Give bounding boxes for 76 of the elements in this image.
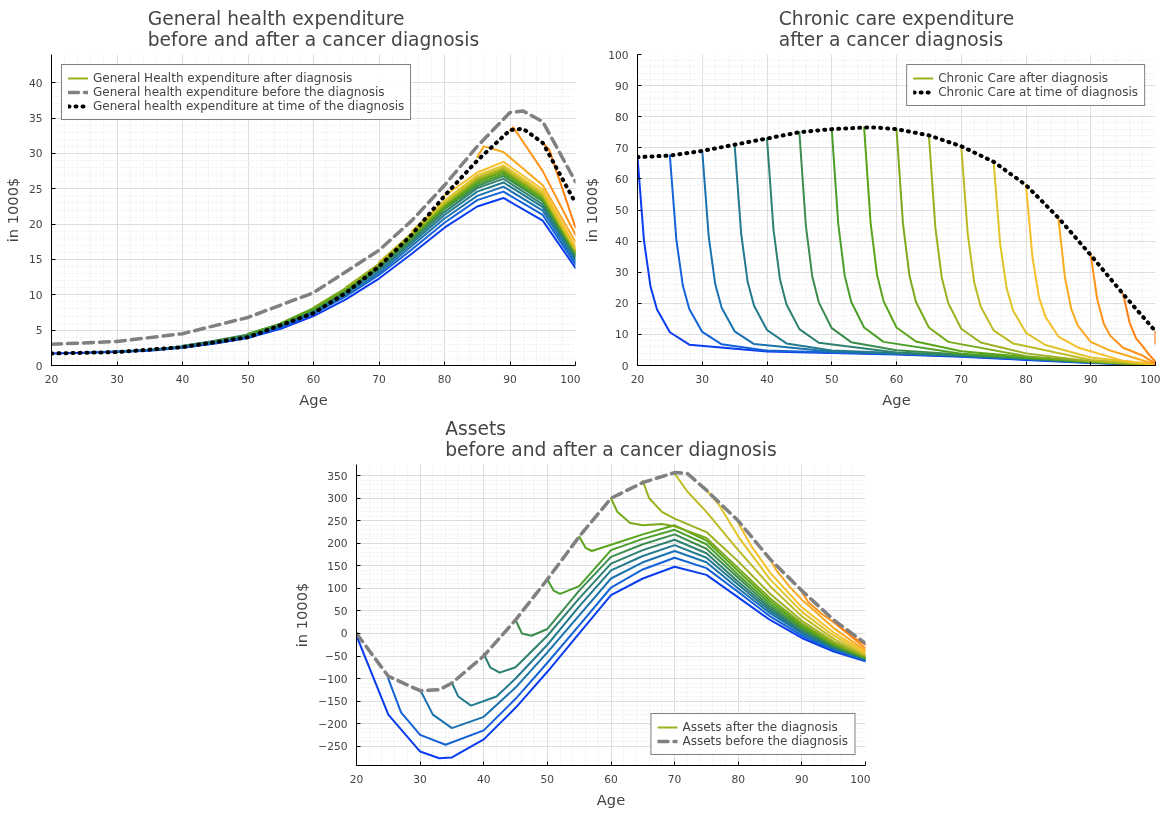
- x-tick-label: 100: [1140, 372, 1161, 386]
- y-axis-title: in 1000$: [583, 177, 601, 243]
- legend-label: General Health expenditure after diagnosis: [93, 71, 353, 85]
- y-tick-label: 90: [614, 79, 629, 93]
- x-tick-label: 70: [372, 372, 386, 386]
- x-tick-label: 40: [175, 372, 190, 386]
- x-tick-label: 100: [850, 772, 871, 786]
- x-tick-label: 20: [349, 772, 364, 786]
- y-axis-title: in 1000$: [3, 177, 21, 243]
- y-tick-label: 0: [621, 359, 629, 373]
- x-tick-label: 60: [889, 372, 904, 386]
- x-axis-title: Age: [596, 790, 626, 808]
- y-tick-label: 150: [327, 559, 348, 573]
- y-tick-label: 200: [327, 537, 348, 551]
- x-axis-title: Age: [882, 390, 911, 408]
- y-tick-label: 30: [28, 147, 43, 161]
- y-tick-label: 350: [327, 469, 348, 483]
- x-tick-label: 70: [667, 772, 682, 786]
- y-tick-label: 300: [327, 492, 348, 506]
- x-tick-label: 100: [560, 372, 581, 386]
- y-tick-label: −150: [318, 695, 348, 709]
- x-tick-label: 90: [795, 772, 809, 786]
- legend-label: Assets after the diagnosis: [682, 720, 838, 734]
- legend-label: General health expenditure at time of the diagnosis: [93, 99, 405, 113]
- y-tick-label: 15: [28, 253, 43, 267]
- x-tick-label: 20: [630, 372, 645, 386]
- y-tick-label: 40: [614, 235, 629, 249]
- y-tick-label: 100: [327, 582, 348, 596]
- x-tick-label: 30: [413, 772, 428, 786]
- x-tick-label: 40: [760, 372, 774, 386]
- y-tick-label: −250: [318, 740, 348, 754]
- y-tick-label: 20: [28, 218, 43, 232]
- x-tick-label: 50: [540, 772, 555, 786]
- y-tick-label: 30: [614, 266, 629, 280]
- y-tick-label: 10: [28, 288, 43, 302]
- y-tick-label: 20: [614, 297, 629, 311]
- chart-title: Chronic care expenditure after a cancer diagnosis: [778, 7, 1015, 50]
- y-axis-title: in 1000$: [293, 582, 311, 648]
- y-tick-label: 250: [327, 514, 348, 528]
- x-tick-label: 50: [241, 372, 255, 386]
- y-tick-label: 50: [614, 204, 629, 217]
- x-tick-label: 90: [1083, 372, 1098, 386]
- y-tick-label: 0: [340, 627, 348, 641]
- y-tick-label: 25: [28, 182, 43, 196]
- x-tick-label: 50: [824, 372, 839, 386]
- x-tick-label: 30: [110, 372, 124, 386]
- x-tick-label: 60: [604, 772, 618, 786]
- x-tick-label: 30: [695, 372, 710, 386]
- y-tick-label: 0: [35, 359, 43, 373]
- chart-title: General health expenditure before and after a cancer diagnosis: [147, 7, 480, 50]
- y-tick-label: 60: [614, 172, 629, 186]
- x-tick-label: 70: [954, 372, 969, 386]
- x-tick-label: 80: [1019, 372, 1033, 386]
- y-tick-label: 80: [614, 110, 629, 124]
- y-tick-label: −200: [318, 717, 348, 731]
- x-tick-label: 40: [476, 772, 491, 786]
- x-axis-title: Age: [299, 390, 328, 408]
- y-tick-label: 35: [28, 112, 43, 126]
- y-tick-label: −100: [318, 672, 348, 686]
- x-tick-label: 80: [437, 372, 452, 386]
- x-tick-label: 90: [503, 372, 517, 386]
- legend-label: Chronic Care at time of diagnosis: [938, 85, 1138, 99]
- y-tick-label: −50: [325, 650, 348, 663]
- y-tick-label: 100: [608, 48, 629, 62]
- y-tick-label: 50: [333, 604, 348, 618]
- legend-label: General health expenditure before the diagnosis: [93, 85, 385, 99]
- y-tick-label: 5: [35, 324, 43, 338]
- legend-label: Chronic Care after diagnosis: [938, 71, 1109, 85]
- y-tick-label: 70: [614, 141, 629, 155]
- x-tick-label: 80: [731, 772, 746, 786]
- x-tick-label: 60: [306, 372, 321, 386]
- x-tick-label: 20: [44, 372, 59, 386]
- chart-title: Assets before and after a cancer diagnosis: [445, 417, 777, 460]
- legend-label: Assets before the diagnosis: [682, 734, 848, 748]
- y-tick-label: 10: [614, 328, 629, 342]
- y-tick-label: 40: [28, 76, 43, 90]
